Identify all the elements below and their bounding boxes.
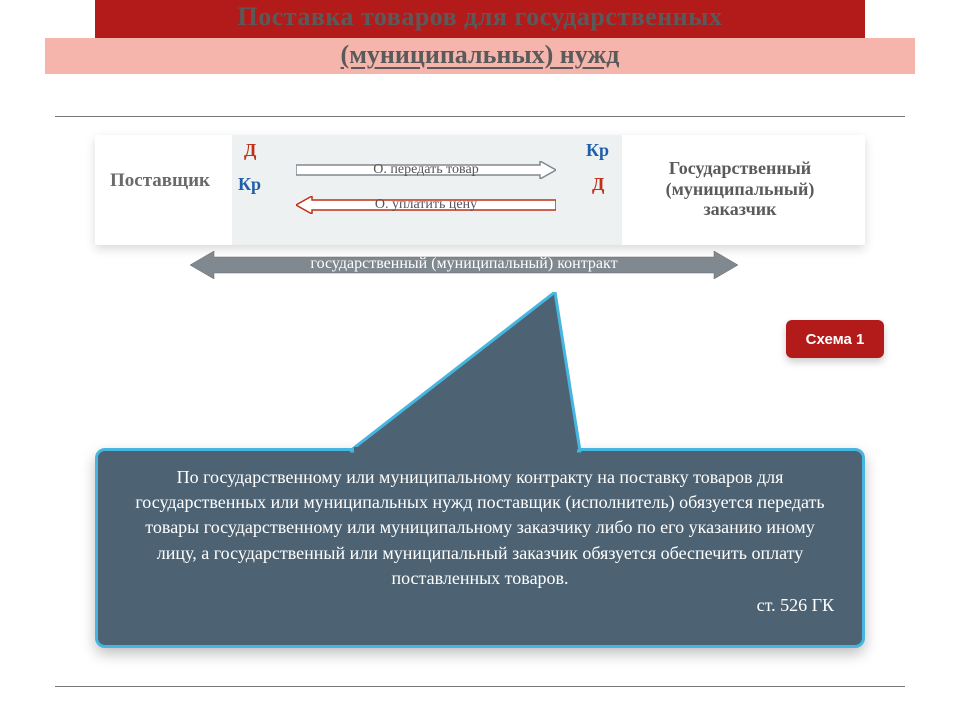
arrow-deliver-label: О. передать товар: [296, 162, 556, 178]
divider-top: [55, 116, 905, 117]
supplier-d: Д: [244, 140, 256, 161]
scheme-badge: Схема 1: [786, 320, 884, 358]
obligations-box: [232, 135, 622, 245]
party-customer: Государственный (муниципальный) заказчик: [630, 158, 850, 220]
arrow-pay-label: О. уплатить цену: [296, 197, 556, 213]
title-line2: (муниципальных) нужд: [45, 38, 915, 70]
supplier-kr: Кр: [238, 174, 261, 195]
definition-cite: ст. 526 ГК: [126, 595, 834, 616]
definition-box: По государственному или муниципальному к…: [95, 448, 865, 648]
title-line1: Поставка товаров для государственных: [95, 0, 865, 32]
divider-bottom: [55, 686, 905, 687]
customer-kr: Кр: [586, 140, 609, 161]
customer-d: Д: [592, 174, 604, 195]
definition-text: По государственному или муниципальному к…: [126, 465, 834, 591]
party-supplier: Поставщик: [110, 170, 240, 192]
arrow-contract-label: государственный (муниципальный) контракт: [190, 255, 738, 273]
title-banner-pink: (муниципальных) нужд: [45, 38, 915, 74]
callout-tail-icon: [350, 292, 610, 454]
